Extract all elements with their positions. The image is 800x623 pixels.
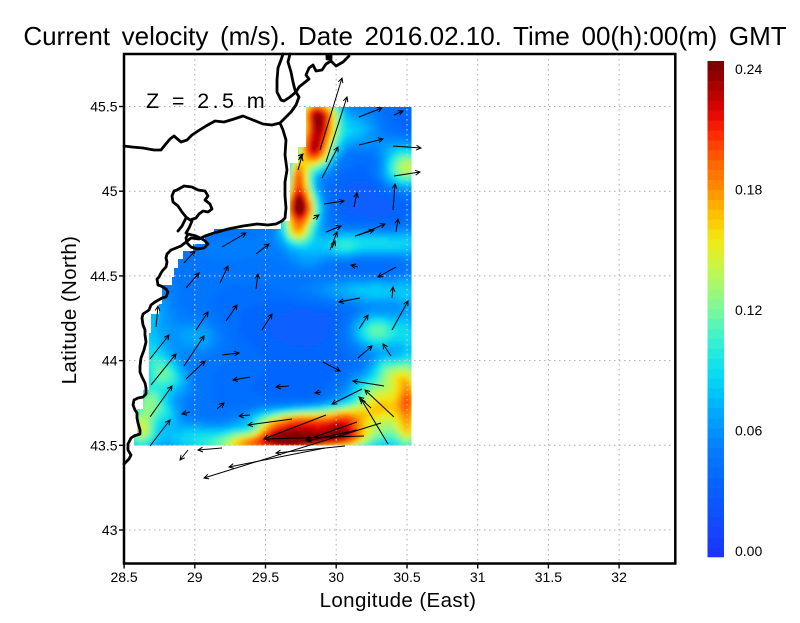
svg-text:Current velocity (m/s). Date 2: Current velocity (m/s). Date 2016.02.10.… xyxy=(23,21,786,51)
svg-text:30: 30 xyxy=(328,569,344,585)
svg-text:43.5: 43.5 xyxy=(90,437,117,453)
svg-text:45: 45 xyxy=(102,183,118,199)
svg-text:43: 43 xyxy=(102,522,118,538)
svg-text:0.24: 0.24 xyxy=(735,61,762,77)
svg-text:0.12: 0.12 xyxy=(735,302,762,318)
svg-text:31: 31 xyxy=(470,569,486,585)
svg-text:28.5: 28.5 xyxy=(110,569,137,585)
svg-text:45.5: 45.5 xyxy=(90,99,117,115)
svg-text:Latitude (North): Latitude (North) xyxy=(58,236,81,385)
svg-text:29: 29 xyxy=(187,569,203,585)
svg-text:Longitude (East): Longitude (East) xyxy=(320,589,477,612)
svg-text:Z = 2.5 m: Z = 2.5 m xyxy=(146,89,268,113)
svg-text:0.18: 0.18 xyxy=(735,182,762,198)
svg-text:29.5: 29.5 xyxy=(252,569,279,585)
svg-text:32: 32 xyxy=(611,569,627,585)
svg-text:30.5: 30.5 xyxy=(393,569,420,585)
svg-text:44.5: 44.5 xyxy=(90,268,117,284)
svg-text:0.06: 0.06 xyxy=(735,423,762,439)
svg-text:44: 44 xyxy=(102,353,118,369)
svg-text:0.00: 0.00 xyxy=(735,543,762,559)
svg-text:31.5: 31.5 xyxy=(535,569,562,585)
